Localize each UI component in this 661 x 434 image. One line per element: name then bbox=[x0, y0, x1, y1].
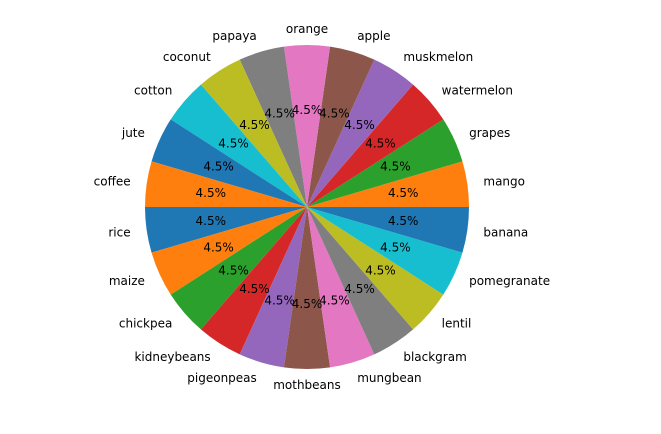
category-label-banana: banana bbox=[483, 225, 528, 239]
pie-slice-jute bbox=[151, 119, 307, 207]
pie-slice-coffee bbox=[145, 161, 307, 207]
pie-slice-watermelon bbox=[307, 84, 444, 207]
percent-label-mango: 4.5% bbox=[388, 186, 419, 200]
category-label-blackgram: blackgram bbox=[403, 350, 466, 364]
pie-slice-kidneybeans bbox=[200, 207, 307, 355]
pie-slice-lentil bbox=[307, 207, 444, 330]
pie-slice-orange bbox=[283, 45, 331, 207]
pie-slice-coconut bbox=[200, 59, 307, 207]
pie-slices bbox=[145, 45, 469, 369]
category-label-orange: orange bbox=[286, 22, 328, 36]
percent-label-rice: 4.5% bbox=[196, 214, 227, 228]
percent-label-orange: 4.5% bbox=[292, 103, 323, 117]
percent-label-apple: 4.5% bbox=[319, 107, 350, 121]
pie-slice-mango bbox=[307, 161, 469, 207]
category-label-mothbeans: mothbeans bbox=[273, 378, 341, 392]
category-label-jute: jute bbox=[121, 126, 145, 140]
pie-slice-muskmelon bbox=[307, 59, 414, 207]
percent-label-mungbean: 4.5% bbox=[319, 293, 350, 307]
category-label-grapes: grapes bbox=[469, 126, 510, 140]
percent-label-chickpea: 4.5% bbox=[218, 264, 249, 278]
pie-slice-pigeonpeas bbox=[239, 207, 307, 368]
percent-label-watermelon: 4.5% bbox=[365, 136, 396, 150]
category-label-kidneybeans: kidneybeans bbox=[134, 350, 210, 364]
percent-label-pomegranate: 4.5% bbox=[380, 240, 411, 254]
pie-slice-cotton bbox=[170, 84, 307, 207]
category-label-chickpea: chickpea bbox=[119, 317, 172, 331]
pie-slice-grapes bbox=[307, 119, 463, 207]
category-label-lentil: lentil bbox=[442, 317, 472, 331]
percent-label-maize: 4.5% bbox=[203, 240, 234, 254]
category-label-mango: mango bbox=[483, 175, 525, 189]
pie-slice-papaya bbox=[239, 46, 307, 208]
percent-label-papaya: 4.5% bbox=[264, 107, 295, 121]
percent-label-jute: 4.5% bbox=[203, 160, 234, 174]
pie-slice-chickpea bbox=[170, 207, 307, 330]
percent-label-banana: 4.5% bbox=[388, 214, 419, 228]
percent-label-pigeonpeas: 4.5% bbox=[264, 293, 295, 307]
category-label-coffee: coffee bbox=[94, 175, 131, 189]
pie-slice-mothbeans bbox=[283, 207, 331, 369]
pie-slice-pomegranate bbox=[307, 207, 463, 295]
percent-label-coconut: 4.5% bbox=[239, 118, 270, 132]
percent-label-mothbeans: 4.5% bbox=[292, 297, 323, 311]
category-label-pigeonpeas: pigeonpeas bbox=[187, 371, 257, 385]
category-label-mungbean: mungbean bbox=[357, 371, 421, 385]
category-label-apple: apple bbox=[357, 29, 390, 43]
pie-slice-banana bbox=[307, 207, 469, 253]
category-label-rice: rice bbox=[108, 225, 130, 239]
percent-label-coffee: 4.5% bbox=[196, 186, 227, 200]
percent-labels: 4.5%4.5%4.5%4.5%4.5%4.5%4.5%4.5%4.5%4.5%… bbox=[196, 103, 419, 311]
pie-slice-apple bbox=[307, 46, 375, 208]
category-label-watermelon: watermelon bbox=[442, 83, 513, 97]
category-label-papaya: papaya bbox=[212, 29, 256, 43]
pie-slice-rice bbox=[145, 207, 307, 253]
percent-label-grapes: 4.5% bbox=[380, 160, 411, 174]
percent-label-cotton: 4.5% bbox=[218, 136, 249, 150]
percent-label-muskmelon: 4.5% bbox=[344, 118, 375, 132]
category-label-coconut: coconut bbox=[163, 50, 211, 64]
percent-label-blackgram: 4.5% bbox=[344, 282, 375, 296]
category-labels: rice maize chickpea kidneybeans pigeonpeas mo… bbox=[94, 22, 550, 392]
percent-label-kidneybeans: 4.5% bbox=[239, 282, 270, 296]
percent-label-lentil: 4.5% bbox=[365, 264, 396, 278]
category-label-muskmelon: muskmelon bbox=[403, 50, 473, 64]
category-label-pomegranate: pomegranate bbox=[469, 274, 550, 288]
pie-slice-maize bbox=[151, 207, 307, 295]
category-label-maize: maize bbox=[109, 274, 145, 288]
pie-slice-mungbean bbox=[307, 207, 375, 368]
pie-slice-blackgram bbox=[307, 207, 414, 355]
category-label-cotton: cotton bbox=[134, 83, 172, 97]
